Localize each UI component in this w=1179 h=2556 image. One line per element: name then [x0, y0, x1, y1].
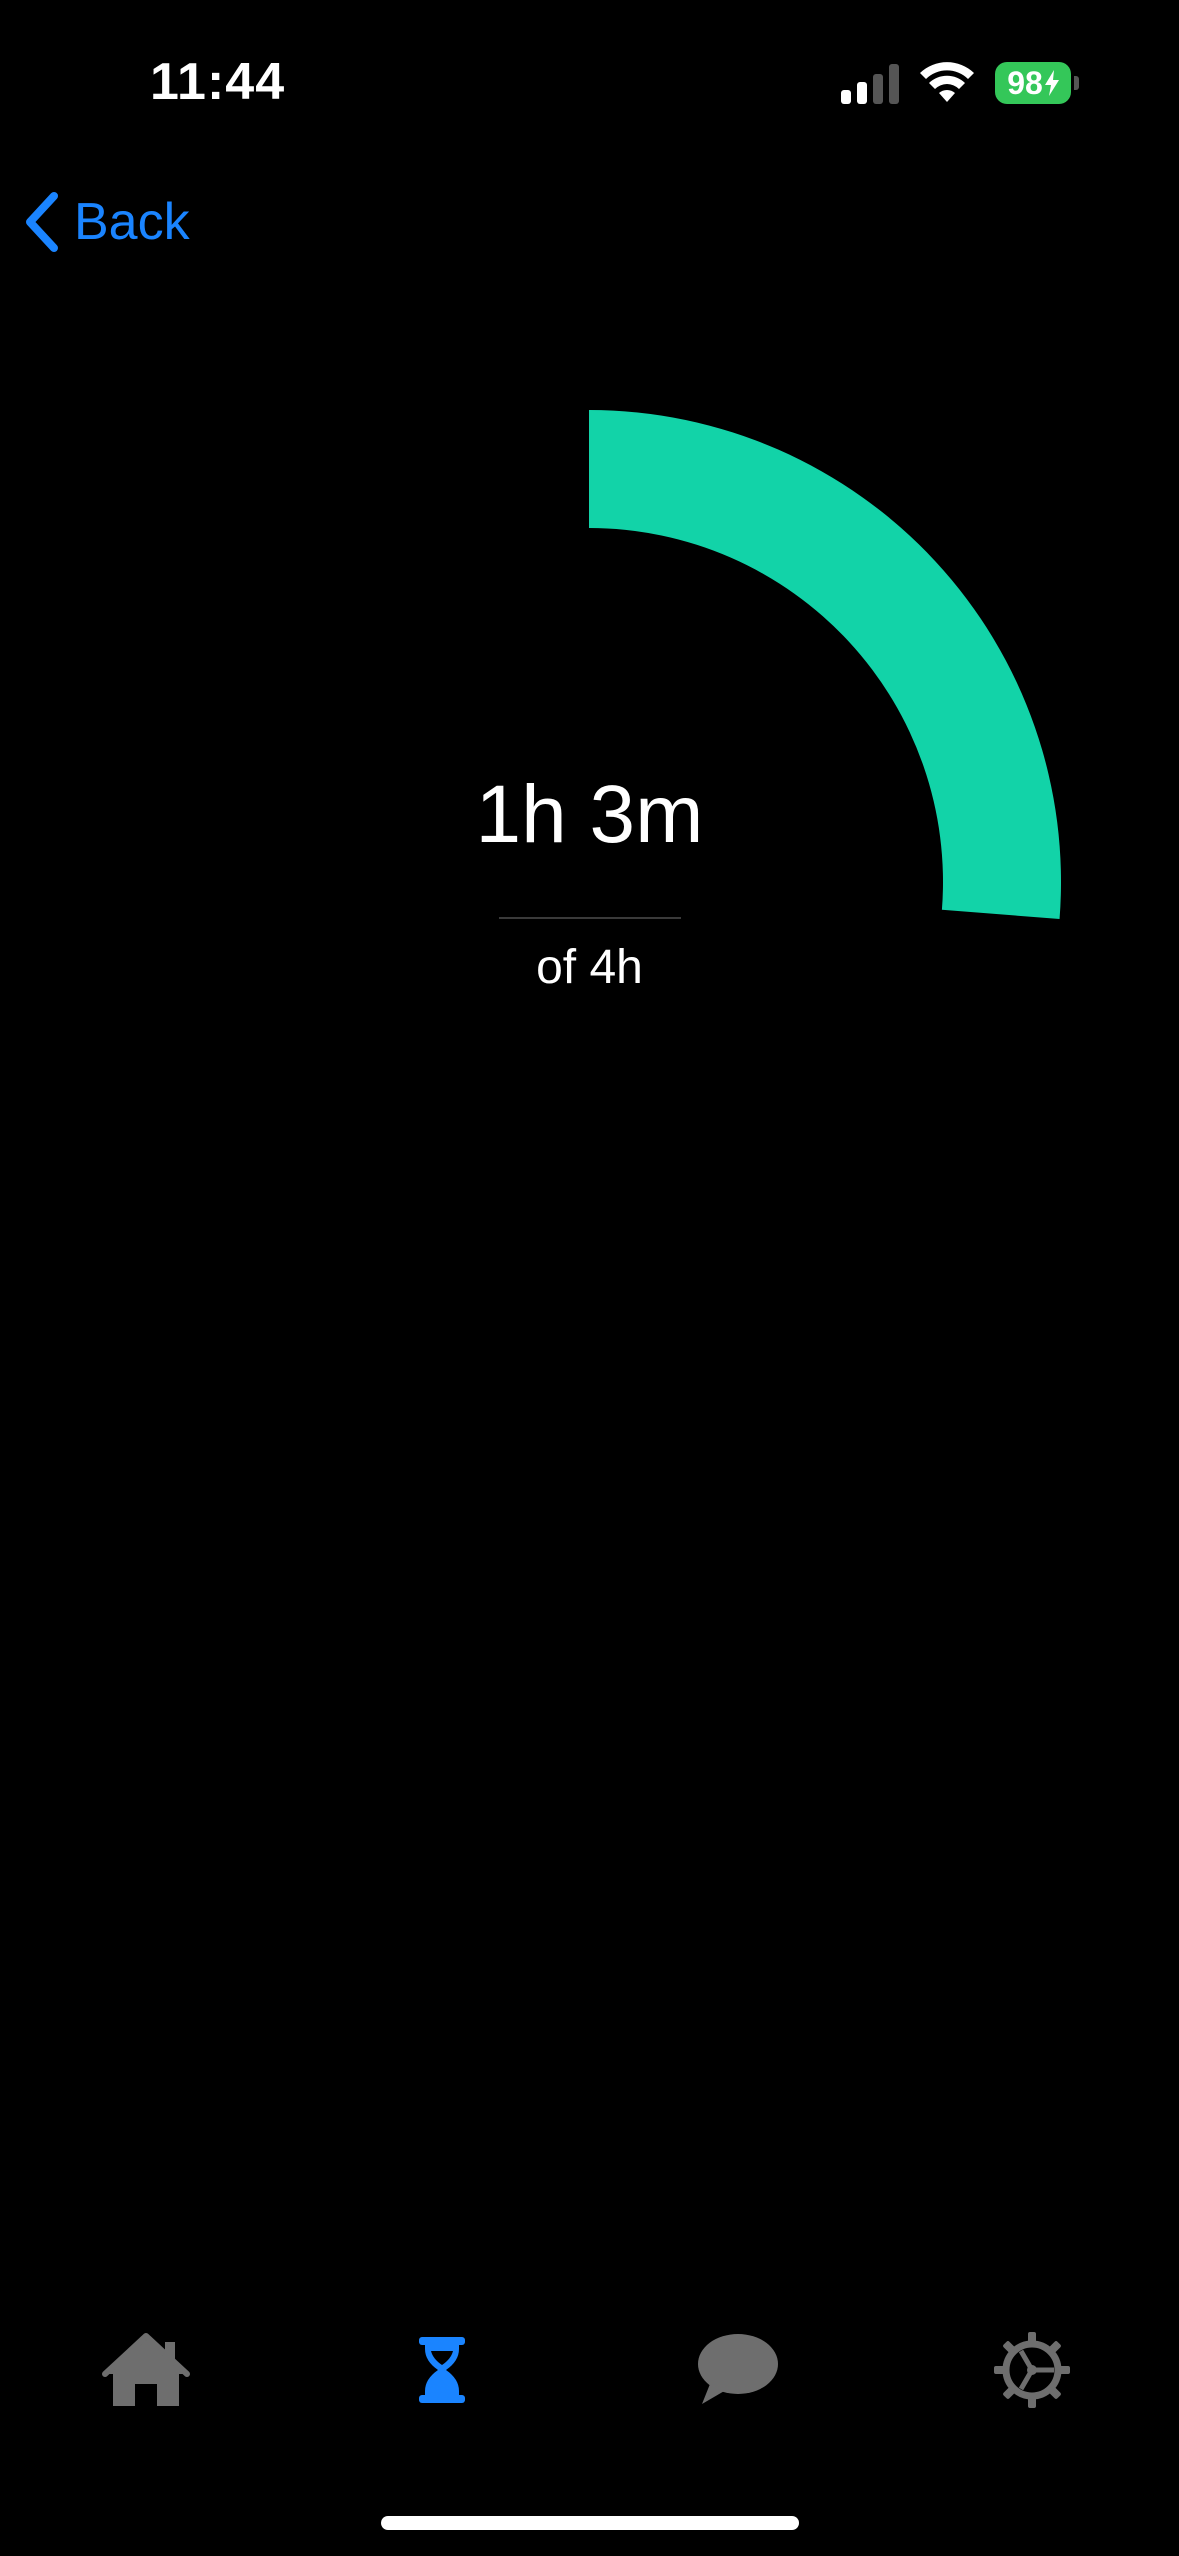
home-indicator — [381, 2516, 799, 2530]
tab-screen-time[interactable] — [392, 2320, 492, 2420]
battery-icon: 98 — [995, 62, 1079, 104]
cellular-signal-icon — [841, 62, 899, 104]
charging-bolt-icon — [1044, 70, 1059, 96]
battery-percent: 98 — [1007, 64, 1043, 101]
usage-limit: of 4h — [536, 941, 643, 994]
chat-bubble-icon — [698, 2334, 778, 2404]
status-time: 11:44 — [150, 53, 286, 111]
chevron-left-icon — [26, 192, 58, 252]
usage-value: 1h 3m — [475, 769, 704, 860]
hourglass-icon — [419, 2337, 465, 2403]
usage-divider — [499, 917, 681, 919]
tab-settings[interactable] — [982, 2320, 1082, 2420]
tab-messages[interactable] — [688, 2320, 788, 2420]
back-button[interactable]: Back — [24, 192, 190, 252]
status-icons: 98 — [841, 62, 1079, 104]
wifi-icon — [920, 62, 974, 102]
tab-bar — [0, 2320, 1179, 2420]
back-label: Back — [74, 193, 190, 251]
tab-home[interactable] — [96, 2320, 196, 2420]
gear-icon — [994, 2332, 1070, 2408]
usage-progress-arc — [589, 410, 1061, 920]
home-icon — [102, 2333, 190, 2406]
